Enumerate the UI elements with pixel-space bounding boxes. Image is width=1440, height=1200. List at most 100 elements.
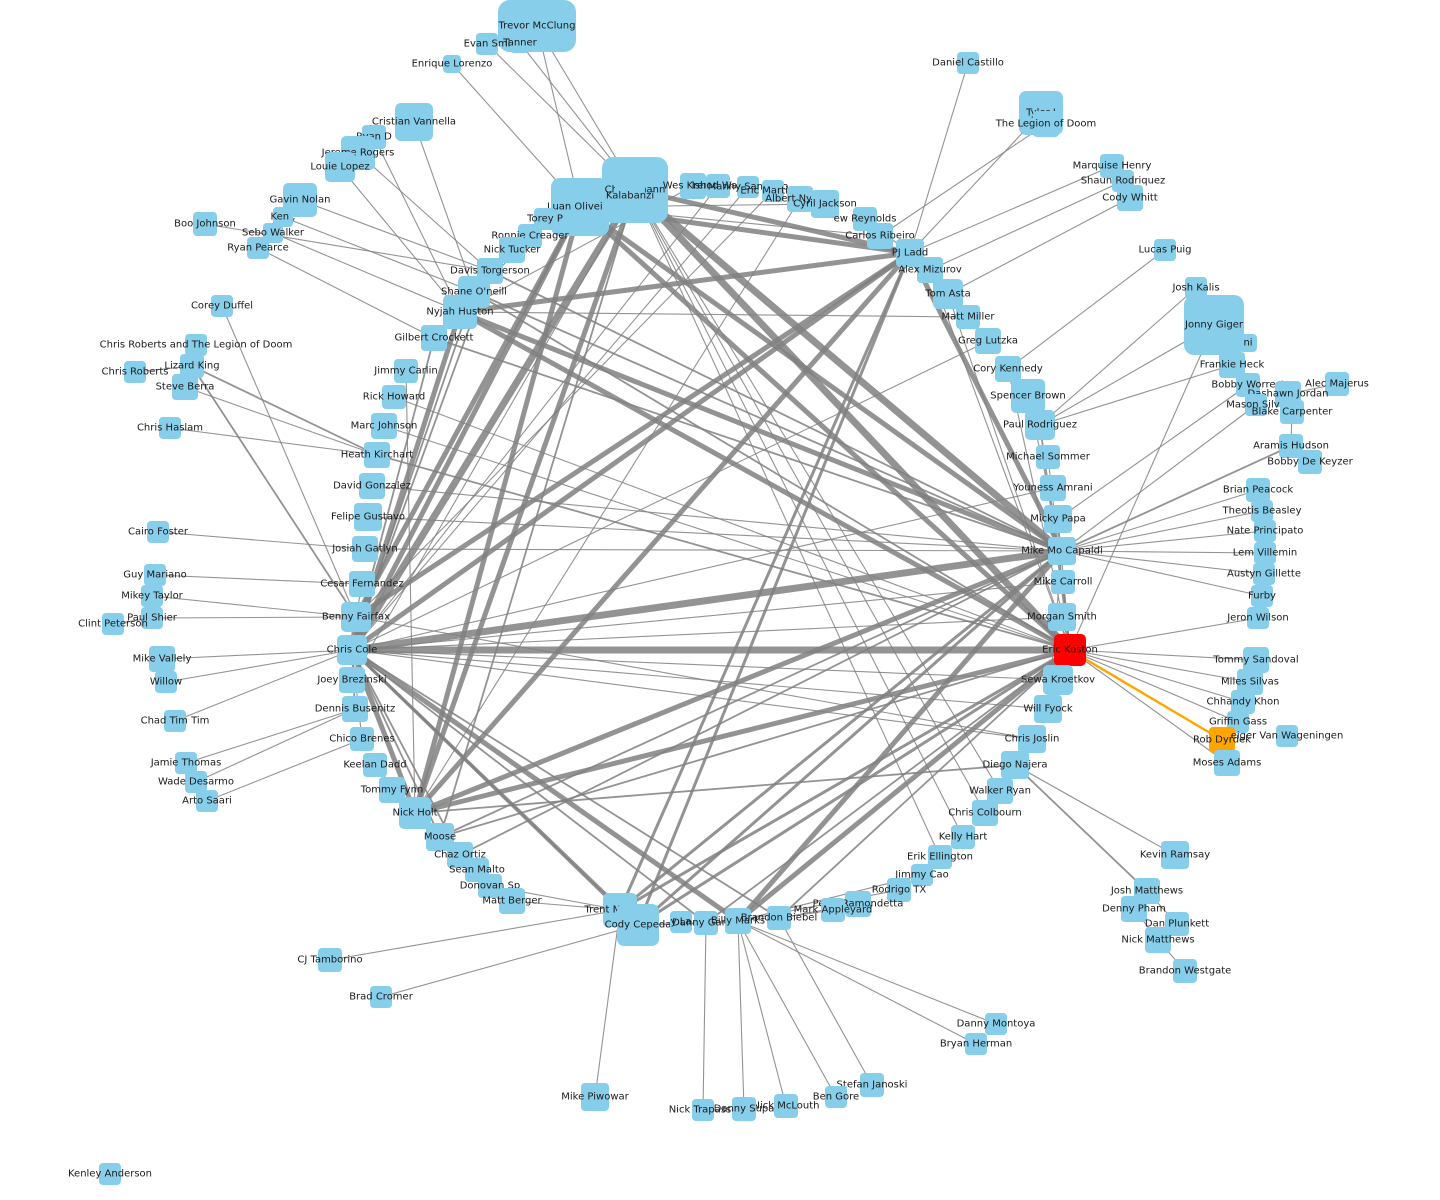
- graph-node[interactable]: [159, 417, 181, 439]
- graph-node[interactable]: [1251, 585, 1273, 607]
- graph-node[interactable]: [1048, 603, 1076, 631]
- graph-node[interactable]: [371, 413, 397, 439]
- graph-node[interactable]: [887, 878, 911, 902]
- graph-node[interactable]: [211, 295, 233, 317]
- graph-node[interactable]: [1033, 111, 1059, 137]
- graph-node[interactable]: [99, 1163, 121, 1185]
- graph-node[interactable]: [551, 178, 609, 236]
- graph-node[interactable]: [1161, 841, 1189, 869]
- graph-node[interactable]: [1253, 563, 1275, 585]
- graph-node[interactable]: [364, 442, 390, 468]
- graph-node[interactable]: [1239, 334, 1257, 352]
- graph-node[interactable]: [1254, 542, 1276, 564]
- graph-node[interactable]: [1051, 570, 1075, 594]
- graph-node[interactable]: [1231, 690, 1255, 714]
- graph-node[interactable]: [1236, 373, 1260, 397]
- graph-node[interactable]: [917, 257, 943, 283]
- graph-node[interactable]: [911, 864, 933, 886]
- graph-node[interactable]: [394, 359, 418, 383]
- graph-node[interactable]: [1276, 725, 1298, 747]
- graph-node[interactable]: [1054, 634, 1086, 666]
- graph-node[interactable]: [141, 607, 163, 629]
- graph-node[interactable]: [867, 223, 893, 249]
- graph-node[interactable]: [359, 473, 385, 499]
- graph-node[interactable]: [1254, 520, 1276, 542]
- graph-node[interactable]: [933, 279, 963, 309]
- graph-node[interactable]: [1043, 665, 1073, 695]
- graph-node[interactable]: [821, 898, 845, 922]
- graph-node[interactable]: [349, 571, 375, 597]
- graph-node[interactable]: [185, 771, 207, 793]
- graph-node[interactable]: [965, 1033, 987, 1055]
- graph-node[interactable]: [164, 710, 186, 732]
- graph-node[interactable]: [1034, 695, 1062, 723]
- graph-node[interactable]: [995, 356, 1021, 382]
- graph-node[interactable]: [193, 212, 217, 236]
- graph-node[interactable]: [581, 1083, 609, 1111]
- graph-node[interactable]: [1121, 896, 1147, 922]
- graph-node[interactable]: [1209, 727, 1235, 753]
- graph-node[interactable]: [956, 305, 980, 329]
- graph-node[interactable]: [247, 237, 269, 259]
- graph-node[interactable]: [102, 613, 124, 635]
- graph-node[interactable]: [342, 696, 368, 722]
- graph-node[interactable]: [985, 1013, 1007, 1035]
- graph-node[interactable]: [1044, 505, 1072, 533]
- graph-node[interactable]: [399, 797, 431, 829]
- graph-node[interactable]: [273, 207, 293, 227]
- graph-node[interactable]: [1001, 751, 1029, 779]
- graph-node[interactable]: [975, 328, 1001, 354]
- graph-node[interactable]: [325, 152, 355, 182]
- graph-node[interactable]: [350, 727, 374, 751]
- graph-node[interactable]: [680, 173, 706, 199]
- graph-node[interactable]: [124, 361, 146, 383]
- graph-node[interactable]: [510, 33, 530, 53]
- graph-node[interactable]: [175, 752, 197, 774]
- graph-node[interactable]: [499, 237, 525, 263]
- graph-node[interactable]: [1246, 478, 1270, 502]
- graph-node[interactable]: [476, 33, 498, 55]
- graph-node[interactable]: [617, 904, 659, 946]
- graph-node[interactable]: [1185, 277, 1207, 299]
- graph-node[interactable]: [499, 888, 525, 914]
- graph-node[interactable]: [1025, 410, 1055, 440]
- graph-node[interactable]: [478, 874, 502, 898]
- graph-node[interactable]: [147, 521, 169, 543]
- graph-node[interactable]: [1048, 537, 1076, 565]
- graph-node[interactable]: [1018, 725, 1046, 753]
- graph-node[interactable]: [825, 1086, 847, 1108]
- graph-node[interactable]: [185, 334, 207, 356]
- graph-node[interactable]: [443, 295, 477, 329]
- graph-node[interactable]: [615, 181, 645, 211]
- graph-node[interactable]: [692, 1099, 714, 1121]
- graph-node[interactable]: [339, 667, 365, 693]
- graph-node[interactable]: [1011, 379, 1045, 413]
- graph-node[interactable]: [951, 825, 975, 849]
- graph-node[interactable]: [1173, 959, 1197, 983]
- graph-node[interactable]: [787, 186, 813, 212]
- graph-node[interactable]: [732, 1097, 756, 1121]
- graph-node[interactable]: [1036, 445, 1060, 469]
- graph-node[interactable]: [725, 908, 751, 934]
- graph-node[interactable]: [443, 55, 461, 73]
- graph-node[interactable]: [1040, 475, 1066, 501]
- graph-node[interactable]: [382, 385, 406, 409]
- graph-node[interactable]: [845, 891, 871, 917]
- graph-node[interactable]: [352, 536, 378, 562]
- graph-node[interactable]: [1251, 500, 1273, 522]
- graph-node[interactable]: [1117, 185, 1143, 211]
- graph-node[interactable]: [1280, 400, 1304, 424]
- graph-node[interactable]: [1243, 647, 1269, 673]
- graph-node[interactable]: [196, 790, 218, 812]
- graph-node[interactable]: [341, 602, 371, 632]
- graph-node[interactable]: [395, 103, 433, 141]
- graph-node[interactable]: [694, 911, 718, 935]
- graph-node[interactable]: [149, 646, 175, 672]
- graph-node[interactable]: [172, 374, 198, 400]
- graph-node[interactable]: [337, 635, 367, 665]
- graph-node[interactable]: [1214, 750, 1240, 776]
- graph-node[interactable]: [972, 800, 998, 826]
- graph-node[interactable]: [1145, 927, 1171, 953]
